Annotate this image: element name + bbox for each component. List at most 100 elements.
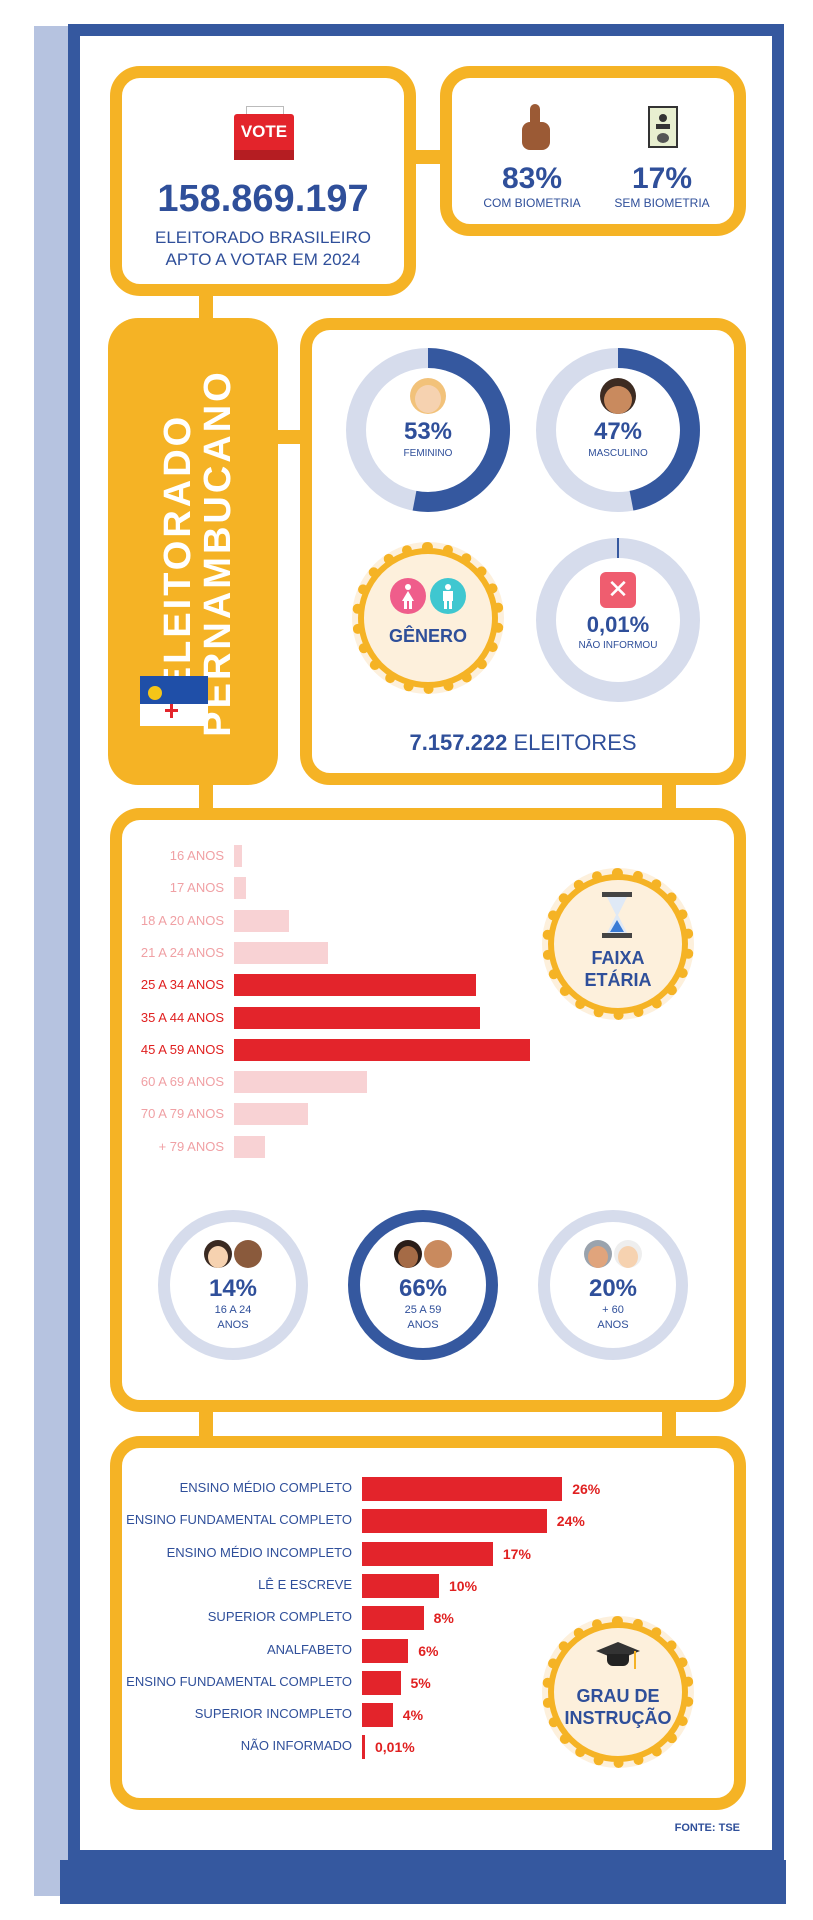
education-bar xyxy=(362,1606,424,1631)
education-badge-line1: GRAU DE xyxy=(576,1686,660,1706)
education-bar-value: 17% xyxy=(502,1545,531,1562)
age-group-senior-pct: 20% xyxy=(588,1275,638,1302)
ballot-box-icon: VOTE xyxy=(234,106,294,162)
age-group-adult-pct: 66% xyxy=(398,1275,448,1302)
age-badge-line2: ETÁRIA xyxy=(584,970,652,990)
education-badge-ring xyxy=(548,1622,688,1762)
education-bar-label: ENSINO MÉDIO COMPLETO xyxy=(179,1480,352,1495)
age-group-adult-range: 25 A 59 xyxy=(404,1304,442,1316)
male-symbol-icon xyxy=(430,578,466,614)
education-bar xyxy=(362,1670,401,1695)
female-label: FEMININO xyxy=(403,448,453,459)
education-bar-value: 4% xyxy=(402,1707,424,1724)
connector xyxy=(662,1405,676,1441)
education-bar-value: 6% xyxy=(418,1642,439,1659)
connector xyxy=(199,1405,213,1441)
id-card-icon xyxy=(648,106,678,148)
gender-total-word: ELEITORES xyxy=(513,730,637,755)
side-title-panel: ELEITORADO PERNAMBUCANO xyxy=(108,318,278,785)
gender-badge-label: GÊNERO xyxy=(388,626,467,646)
age-bar xyxy=(234,1071,367,1094)
education-badge-line2: INSTRUÇÃO xyxy=(564,1708,672,1728)
education-bar xyxy=(362,1703,393,1728)
male-pct: 47% xyxy=(593,418,643,445)
education-bar-value: 10% xyxy=(449,1577,478,1594)
age-bar xyxy=(234,941,328,964)
bio-pct: 83% xyxy=(501,162,563,195)
gender-rings xyxy=(346,348,700,702)
graduation-cap-icon xyxy=(596,1642,640,1676)
education-bar xyxy=(362,1477,563,1501)
adult-male-face-icon xyxy=(424,1240,452,1268)
education-bar xyxy=(362,1541,493,1566)
senior-female-face-skin xyxy=(588,1246,608,1268)
bio-label: COM BIOMETRIA xyxy=(483,196,581,210)
age-bar-label: 18 A 20 ANOS xyxy=(140,912,224,928)
age-bar xyxy=(234,1038,531,1061)
age-badge-ring xyxy=(548,874,688,1014)
close-icon: ✕ xyxy=(600,572,636,608)
education-bar-label: SUPERIOR COMPLETO xyxy=(207,1609,352,1625)
gender-total-number: 7.157.222 xyxy=(409,730,508,755)
age-bar-label: 70 A 79 ANOS xyxy=(140,1106,224,1122)
gender-badge-ring xyxy=(358,548,498,688)
age-group-adult xyxy=(348,1210,498,1360)
age-bar-label: 16 ANOS xyxy=(169,848,224,863)
age-group-young-range: 16 A 24 xyxy=(214,1304,252,1316)
connector xyxy=(199,290,213,324)
source-note: FONTE: TSE xyxy=(674,1822,740,1834)
female-face-skin xyxy=(415,385,441,413)
unknown-label: NÃO INFORMOU xyxy=(578,640,658,651)
biometry-box: 83% COM BIOMETRIA 17% SEM BIOMETRIA xyxy=(440,66,746,236)
female-pct: 53% xyxy=(403,418,453,445)
female-symbol-icon xyxy=(390,578,426,614)
young-female-face-skin xyxy=(208,1246,228,1268)
age-bar-label: 35 A 44 ANOS xyxy=(140,1009,224,1025)
education-bar-label: ENSINO FUNDAMENTAL COMPLETO xyxy=(126,1673,352,1689)
education-bar-label: ENSINO MÉDIO INCOMPLETO xyxy=(166,1544,352,1560)
age-bar-label: + 79 ANOS xyxy=(158,1138,224,1154)
young-male-face-icon xyxy=(234,1240,262,1268)
education-bar-value: 26% xyxy=(572,1481,601,1497)
adult-female-face-skin xyxy=(398,1246,418,1268)
age-bar-chart: 16 ANOS 17 ANOS 18 A 20 ANOS 21 A 24 ANOS 25… xyxy=(122,820,734,1170)
education-bar-label: ENSINO FUNDAMENTAL COMPLETO xyxy=(126,1512,352,1528)
age-bar-label: 17 ANOS xyxy=(169,880,224,896)
gender-total: 7.157.222 ELEITORES xyxy=(312,730,734,756)
age-bar xyxy=(234,845,242,867)
national-line1: ELEITORADO BRASILEIRO xyxy=(154,228,372,247)
age-bar xyxy=(234,909,289,932)
age-badge-line1: FAIXA xyxy=(591,948,645,968)
age-bar-label: 21 A 24 ANOS xyxy=(140,944,224,960)
education-box: ENSINO MÉDIO COMPLETO 26% ENSINO FUNDAMENT… xyxy=(110,1436,746,1810)
education-bar-chart: ENSINO MÉDIO COMPLETO 26% ENSINO FUNDAMENT… xyxy=(122,1448,734,1798)
education-bar-label: ANALFABETO xyxy=(266,1641,352,1657)
frame-bottom-shadow xyxy=(60,1860,786,1904)
frame-side-shadow xyxy=(34,26,70,1896)
connector xyxy=(199,780,213,814)
vote-label: VOTE xyxy=(240,122,288,141)
education-bar xyxy=(362,1573,439,1598)
age-bar-label: 25 A 34 ANOS xyxy=(140,977,224,993)
education-bar-value: 0,01% xyxy=(375,1739,415,1756)
national-total: 158.869.197 xyxy=(157,178,369,220)
age-bar xyxy=(234,877,246,900)
unknown-pct: 0,01% xyxy=(586,612,650,637)
age-group-young-unit: ANOS xyxy=(217,1319,249,1331)
age-box: 16 ANOS 17 ANOS 18 A 20 ANOS 21 A 24 ANOS 25… xyxy=(110,808,746,1412)
education-bar-label: NÃO INFORMADO xyxy=(240,1738,352,1754)
education-bar xyxy=(362,1638,409,1663)
connector xyxy=(662,780,676,814)
nobio-label: SEM BIOMETRIA xyxy=(614,196,710,210)
age-group-senior-range: + 60 xyxy=(602,1304,624,1316)
national-electorate-box: VOTE 158.869.197 ELEITORADO BRASILEIRO A… xyxy=(110,66,416,296)
flag-graphic xyxy=(140,676,208,726)
age-bar-label: 60 A 69 ANOS xyxy=(140,1074,224,1090)
male-ring-arc xyxy=(617,348,700,511)
hourglass-icon xyxy=(602,892,632,938)
education-bar xyxy=(362,1735,365,1760)
finger-icon xyxy=(520,104,550,150)
education-bar-value: 24% xyxy=(556,1513,585,1530)
age-bar xyxy=(234,974,476,997)
national-line2: APTO A VOTAR EM 2024 xyxy=(165,250,361,269)
